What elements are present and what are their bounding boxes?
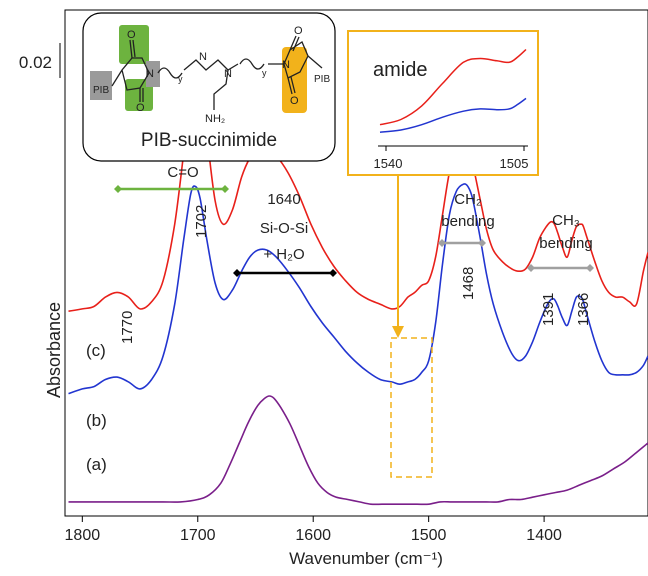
structure-bonds <box>111 35 323 110</box>
band-ch2-sub: bending <box>441 213 494 230</box>
peak-label-1391: 1391 <box>540 293 557 326</box>
band-ch3-end-left <box>527 264 535 272</box>
band-ch3-end-right <box>586 264 594 272</box>
band-ch3: CH₃ bending <box>527 212 594 272</box>
amide-inset: amide 1540 1505 <box>347 30 539 176</box>
structure-gray-box-n <box>146 61 160 87</box>
y-axis-label: Absorbance <box>44 302 64 398</box>
structure-inset: N O O PIB N N N NH₂ O O PIB y y PIB-succ… <box>82 12 336 162</box>
structure-atom-o-bottom-left: O <box>136 102 145 114</box>
x-tick-label-1600: 1600 <box>295 527 331 544</box>
structure-atom-o-top-left: O <box>127 29 136 41</box>
amide-inset-title: amide <box>373 59 427 81</box>
structure-atom-n-left: N <box>146 68 154 80</box>
band-ch2-end-left <box>438 239 446 247</box>
amide-inset-tick-label-left: 1540 <box>374 156 403 171</box>
amide-inset-curve-b <box>379 97 527 133</box>
structure-atom-o-bottom-right: O <box>290 95 299 107</box>
band-carbonyl: C=O <box>114 164 229 193</box>
band-ch3-label: CH₃ <box>552 212 580 229</box>
amide-inset-curves <box>379 48 527 133</box>
peak-annotations: 1770 1702 1640 1468 1391 1366 <box>119 191 592 344</box>
x-tick-label-1700: 1700 <box>180 527 216 544</box>
band-ch2-end-right <box>478 239 486 247</box>
label-curve-a: (a) <box>86 455 107 474</box>
band-carbonyl-end-left <box>114 185 122 193</box>
amide-highlight-box <box>390 337 433 478</box>
x-tick-label-1800: 1800 <box>65 527 101 544</box>
amide-inset-tick-label-right: 1505 <box>500 156 529 171</box>
amide-arrow-head <box>392 326 404 338</box>
band-carbonyl-label: C=O <box>167 164 198 181</box>
band-ch2: CH₂ bending <box>438 191 495 247</box>
x-axis-ticks: 1800 1700 1600 1500 1400 <box>65 516 562 544</box>
band-carbonyl-end-right <box>221 185 229 193</box>
structure-atom-n-right: N <box>282 59 290 71</box>
amide-highlight <box>390 176 433 478</box>
x-tick-label-1500: 1500 <box>411 527 447 544</box>
scale-bar-label: 0.02 <box>19 53 52 72</box>
amide-inset-curve-c <box>379 48 527 126</box>
structure-atom-nh-1: N <box>199 51 207 63</box>
plot-area-frame <box>64 9 648 517</box>
peak-label-1702: 1702 <box>193 205 210 238</box>
structure-subscript-y-left: y <box>178 74 183 84</box>
band-siosi-end-right <box>329 269 337 277</box>
structure-atom-o-top-right: O <box>294 25 303 37</box>
curve-labels: (c) (b) (a) <box>86 341 107 474</box>
structure-atom-pib-left: PIB <box>93 85 109 96</box>
peak-label-1468: 1468 <box>460 267 477 300</box>
band-ch3-sub: bending <box>539 235 592 252</box>
structure-atom-nh2: NH₂ <box>205 113 225 125</box>
structure-atom-n-center: N <box>224 68 232 80</box>
peak-label-1366: 1366 <box>575 293 592 326</box>
band-siosi: Si-O-Si + H₂O <box>233 220 337 277</box>
scale-bar: 0.02 <box>19 43 61 78</box>
band-siosi-label-2: + H₂O <box>263 246 304 263</box>
band-ch2-label: CH₂ <box>454 191 482 208</box>
band-siosi-end-left <box>233 269 241 277</box>
peak-label-1640: 1640 <box>267 191 300 208</box>
band-markers: C=O Si-O-Si + H₂O CH₂ bending CH₃ bendin… <box>114 164 594 277</box>
spectrum-line-a <box>68 395 648 506</box>
label-curve-b: (b) <box>86 411 107 430</box>
structure-atom-pib-right: PIB <box>314 74 330 85</box>
structure-subscript-y-right: y <box>262 68 267 78</box>
peak-label-1770: 1770 <box>119 311 136 344</box>
band-siosi-label-1: Si-O-Si <box>260 220 308 237</box>
structure-name: PIB-succinimide <box>141 130 277 151</box>
structure-pib-box-left <box>90 71 112 100</box>
amide-inset-frame <box>347 30 539 176</box>
x-axis-label: Wavenumber (cm⁻¹) <box>289 549 443 568</box>
spectrum-line-b <box>68 183 648 395</box>
label-curve-c: (c) <box>86 341 106 360</box>
x-tick-label-1400: 1400 <box>526 527 562 544</box>
structure-orange-box <box>282 47 307 113</box>
